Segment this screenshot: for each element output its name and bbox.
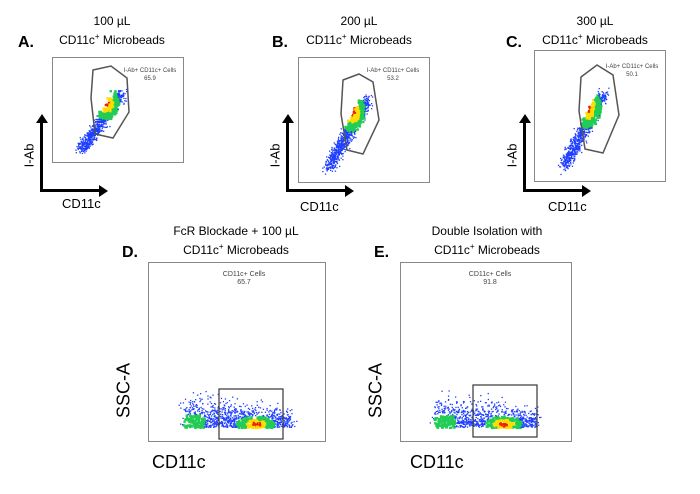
density-points [178,390,298,430]
y-axis-arrow [523,122,526,192]
gate-label-group: I-Ab+ CD11c+ Cells 50.1 [601,63,663,79]
panel-letter: E. [374,244,390,261]
gate-label-group: CD11c+ Cells 65.7 [209,271,279,287]
gate-rect [472,384,538,438]
panel-letter: D. [122,244,138,261]
density-cloud [557,87,610,176]
gate-label-group: I-Ab+ CD11c+ Cells 65.9 [119,67,181,83]
x-axis-arrow [286,189,346,192]
title-line-1: 300 µL [576,14,614,28]
gate-label: CD11c+ Cells [222,271,266,278]
y-arrow-head [518,114,531,123]
gate-polygon [340,73,380,155]
gate-value: 50.1 [626,72,638,78]
panel-letter: A. [18,34,34,51]
gate-label-group: CD11c+ Cells 91.8 [455,271,525,287]
title-line-2: CD11c+ Microbeads [156,239,316,258]
gate-label: CD11c+ Cells [468,271,512,278]
x-axis-arrow [523,189,583,192]
x-axis-label: CD11c [152,452,206,472]
x-arrow-head [582,184,591,197]
title-line-2-post: Microbeads [99,33,165,47]
gate-label: I-Ab+ CD11c+ Cells [123,68,177,74]
gate-label: I-Ab+ CD11c+ Cells [605,64,659,70]
y-arrow-head [281,114,294,123]
title-line-2-post: Microbeads [346,33,412,47]
density-cloud [429,390,542,430]
panel-letter: C. [506,34,522,51]
panel-title: FcR Blockade + 100 µL CD11c+ Microbeads [156,224,316,258]
dot-plot: CD11c+ Cells 65.7 [148,262,326,442]
gate-value: 53.2 [387,76,399,82]
x-axis-arrow [40,189,100,192]
title-line-2-post: Microbeads [474,243,540,257]
panel-title: Double Isolation with CD11c+ Microbeads [412,224,562,258]
gate-polygon [90,65,130,139]
y-axis-arrow [40,122,43,192]
title-line-1: Double Isolation with [431,224,543,238]
title-line-2: CD11c+ Microbeads [52,29,172,48]
gate-value: 65.7 [237,279,251,286]
dot-plot: CD11c+ Cells 91.8 [400,262,572,442]
panel-letter: B. [272,34,288,51]
x-arrow-head [345,184,354,197]
y-axis-label: SSC-A [113,363,134,419]
title-line-1: FcR Blockade + 100 µL [173,224,299,238]
title-line-2-sup: + [577,32,583,41]
title-line-2-pre: CD11c [434,243,470,257]
title-line-2-post: Microbeads [223,243,289,257]
density-points [322,94,374,175]
title-line-2-pre: CD11c [59,33,95,47]
title-line-2-sup: + [341,32,347,41]
x-axis-label: CD11c [62,196,101,211]
title-line-2: CD11c+ Microbeads [294,29,424,48]
title-line-2-pre: CD11c [183,243,219,257]
title-line-1: 200 µL [340,14,378,28]
panel-title: 300 µL CD11c+ Microbeads [530,14,660,48]
density-points [429,390,542,430]
title-line-2-post: Microbeads [582,33,648,47]
y-axis-label: I-Ab [21,143,37,168]
y-axis-arrow [286,122,289,192]
density-cloud [178,390,298,430]
gate-value: 65.9 [144,76,156,82]
title-line-2-sup: + [469,242,475,251]
gate-rect [218,388,284,440]
y-axis-label: SSC-A [365,363,386,419]
y-arrow-head [35,114,48,123]
title-line-2: CD11c+ Microbeads [412,239,562,258]
x-axis-label: CD11c [410,452,464,472]
gate-label: I-Ab+ CD11c+ Cells [366,68,420,74]
dot-plot: I-Ab+ CD11c+ Cells 50.1 [534,50,666,182]
gate-polygon [578,64,620,154]
y-axis-label: I-Ab [504,143,520,168]
gate-value: 91.8 [483,279,497,286]
dot-plot: I-Ab+ CD11c+ Cells 53.2 [298,57,430,183]
title-line-2-sup: + [218,242,224,251]
gate-label-group: I-Ab+ CD11c+ Cells 53.2 [361,67,425,83]
title-line-2: CD11c+ Microbeads [530,29,660,48]
dot-plot: I-Ab+ CD11c+ Cells 65.9 [52,57,184,163]
density-points [557,87,610,176]
y-axis-label: I-Ab [267,143,283,168]
panel-title: 200 µL CD11c+ Microbeads [294,14,424,48]
title-line-2-pre: CD11c [306,33,342,47]
x-arrow-head [99,184,108,197]
title-line-2-sup: + [94,32,100,41]
density-cloud [322,94,374,175]
panel-title: 100 µL CD11c+ Microbeads [52,14,172,48]
title-line-1: 100 µL [93,14,131,28]
title-line-2-pre: CD11c [542,33,578,47]
x-axis-label: CD11c [300,199,339,214]
x-axis-label: CD11c [548,199,587,214]
